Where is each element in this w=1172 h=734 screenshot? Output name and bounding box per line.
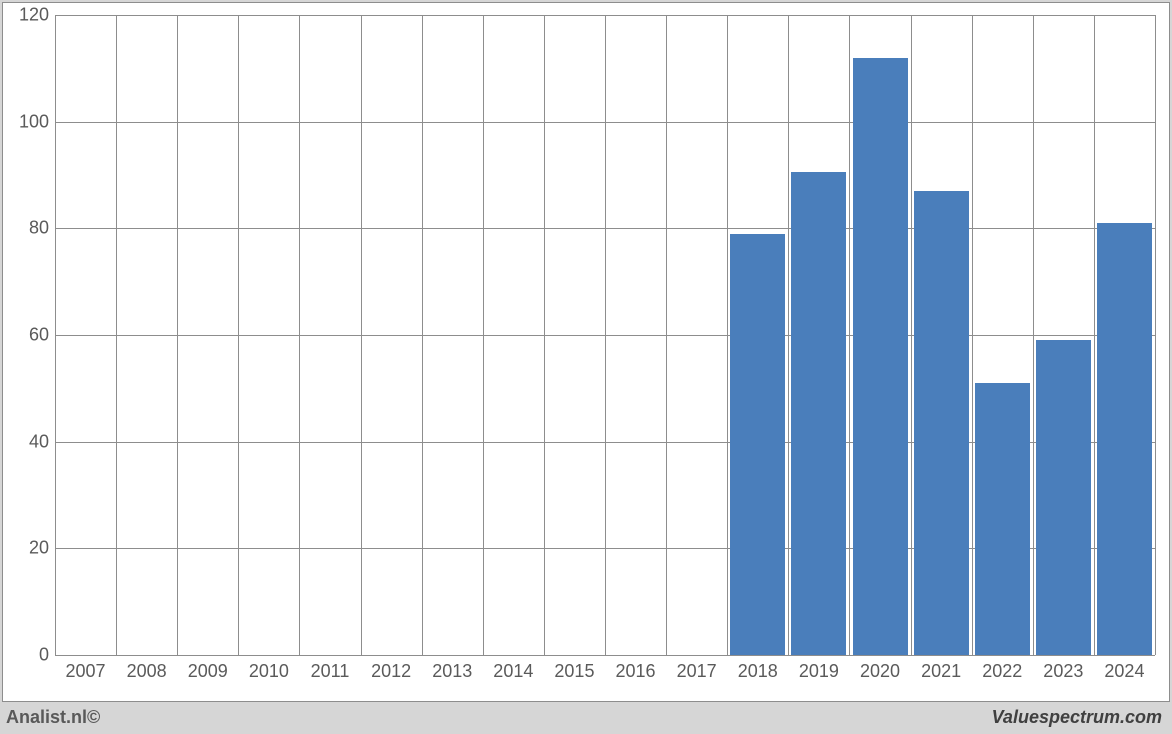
y-tick-label: 100 [9,111,49,132]
grid-vertical [1155,15,1156,655]
y-tick-label: 60 [9,325,49,346]
x-tick-label: 2017 [677,661,717,682]
bar [853,58,908,655]
bar [791,172,846,655]
x-tick-label: 2013 [432,661,472,682]
x-tick-label: 2021 [921,661,961,682]
y-tick-label: 20 [9,538,49,559]
y-tick-label: 80 [9,218,49,239]
x-tick-label: 2018 [738,661,778,682]
x-tick-label: 2012 [371,661,411,682]
bar [914,191,969,655]
bar [730,234,785,655]
y-tick-label: 0 [9,645,49,666]
x-tick-label: 2010 [249,661,289,682]
x-tick-label: 2019 [799,661,839,682]
x-tick-label: 2016 [616,661,656,682]
grid-horizontal [55,655,1155,656]
bar [1097,223,1152,655]
x-tick-label: 2020 [860,661,900,682]
y-tick-label: 40 [9,431,49,452]
x-tick-label: 2014 [493,661,533,682]
x-tick-label: 2011 [311,661,350,682]
x-tick-label: 2024 [1104,661,1144,682]
x-tick-label: 2008 [127,661,167,682]
x-tick-label: 2009 [188,661,228,682]
x-tick-label: 2022 [982,661,1022,682]
footer-credit-left: Analist.nl© [6,707,100,728]
x-tick-label: 2015 [554,661,594,682]
chart-container: 0 20 40 60 80 100 120 2007 2008 2009 2010 2011 2012… [0,0,1172,734]
x-tick-label: 2007 [66,661,106,682]
footer-credit-right: Valuespectrum.com [992,707,1162,728]
plot-area [55,15,1155,655]
bar [1036,340,1091,655]
x-tick-label: 2023 [1043,661,1083,682]
bar [975,383,1030,655]
y-tick-label: 120 [9,5,49,26]
